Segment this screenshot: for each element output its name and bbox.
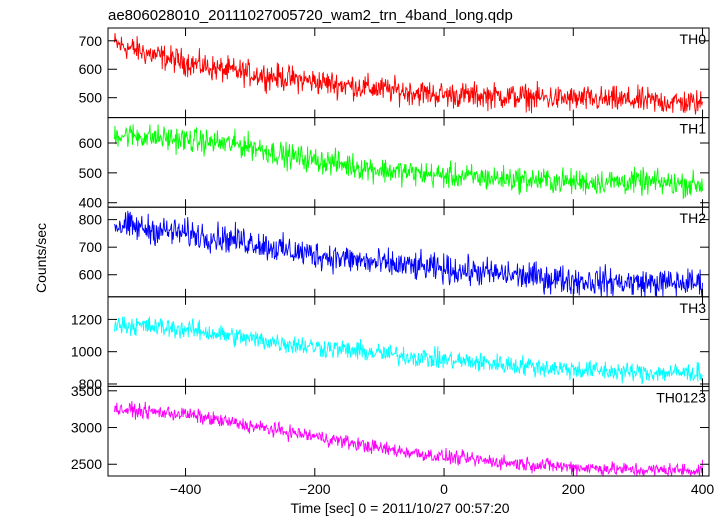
series-label-th1: TH1 [680, 121, 707, 137]
x-tick-label: 200 [562, 481, 586, 497]
panels: 500 600 700 TH0 400 500 600 TH1 600 700 800 TH2 800 1… [71, 27, 715, 497]
x-axis-label: Time [sec] 0 = 2011/10/27 00:57:20 [290, 500, 509, 516]
y-tick-label: 1000 [71, 344, 102, 360]
series-label-th2: TH2 [680, 210, 707, 226]
panel-th0: 500 600 700 TH0 [79, 27, 710, 119]
y-tick-label: 1200 [71, 311, 102, 327]
x-tick-label: 400 [691, 481, 715, 497]
panel-frame [107, 117, 710, 208]
y-tick-label: 3500 [71, 383, 102, 399]
panel-th1: 400 500 600 TH1 [79, 117, 710, 211]
y-tick-label: 3000 [71, 420, 102, 436]
series-label-th0: TH0 [680, 31, 707, 47]
series-line-th2 [114, 210, 703, 297]
x-tick-label: 0 [440, 481, 448, 497]
panel-th2: 600 700 800 TH2 [79, 206, 710, 298]
panel-frame [107, 206, 710, 298]
y-tick-label: 600 [79, 267, 103, 283]
y-tick-label: 700 [79, 33, 103, 49]
y-tick-label: 700 [79, 239, 103, 255]
figure-title: ae806028010_20111027005720_wam2_trn_4ban… [108, 7, 513, 24]
x-tick-label: −400 [170, 481, 202, 497]
y-tick-label: 800 [79, 376, 103, 392]
panel-frame [107, 296, 710, 387]
y-tick-label: 600 [79, 61, 103, 77]
y-tick-label: 400 [79, 195, 103, 211]
panel-frame [107, 27, 710, 119]
series-line-th0 [114, 32, 703, 115]
series-line-th3 [114, 316, 703, 385]
panel-frame [107, 385, 710, 477]
panel-th3: 800 1000 1200 TH3 [71, 296, 710, 392]
series-label-th3: TH3 [680, 300, 707, 316]
x-tick-label: −200 [299, 481, 331, 497]
series-line-th0123 [114, 400, 703, 477]
y-tick-label: 600 [79, 135, 103, 151]
y-tick-label: 800 [79, 212, 103, 228]
y-tick-label: 500 [79, 90, 103, 106]
series-label-th0123: TH0123 [656, 389, 706, 405]
panel-th0123: 2500 3000 3500 −400 −200 0 200 400 TH0123 [71, 383, 715, 497]
y-axis-label: Counts/sec [33, 223, 49, 293]
series-line-th1 [114, 124, 703, 200]
y-tick-label: 500 [79, 165, 103, 181]
y-tick-label: 2500 [71, 456, 102, 472]
